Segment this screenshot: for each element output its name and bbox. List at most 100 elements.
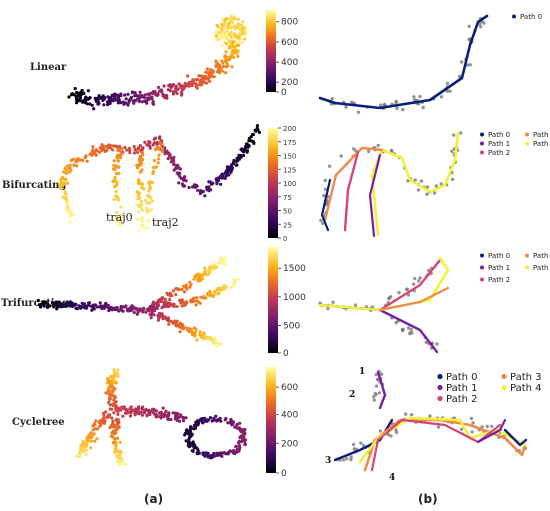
cell-point	[90, 103, 94, 107]
cell-point	[106, 303, 110, 307]
cell-point	[239, 153, 243, 158]
gray-point	[341, 458, 346, 462]
cell-point	[66, 203, 70, 207]
gray-point	[356, 110, 361, 114]
cell-point	[114, 144, 118, 149]
cell-point	[174, 166, 179, 170]
cell-point	[142, 95, 146, 99]
cell-point	[115, 424, 119, 428]
cell-point	[241, 432, 245, 436]
cell-point	[155, 413, 159, 417]
cell-point	[141, 310, 145, 314]
cell-point	[232, 24, 236, 28]
cell-point	[164, 409, 168, 413]
legend-label: Path 2	[446, 394, 478, 405]
gray-point	[435, 342, 439, 346]
gray-point	[344, 105, 348, 109]
cell-point	[63, 197, 67, 201]
cell-point	[155, 142, 159, 146]
cell-point	[150, 199, 154, 203]
cell-point	[180, 304, 184, 308]
gray-point	[359, 441, 363, 445]
gray-point	[459, 131, 463, 135]
cell-point	[199, 74, 203, 78]
gray-point	[411, 282, 416, 286]
legend-label: Path 0	[488, 131, 510, 139]
cell-point	[206, 337, 210, 341]
cell-point	[139, 200, 143, 204]
cell-point	[177, 82, 181, 86]
gray-point	[323, 178, 327, 183]
legend-marker	[525, 132, 529, 137]
cell-point	[93, 439, 97, 443]
cell-point	[96, 102, 100, 106]
cell-point	[225, 61, 229, 65]
cell-point	[115, 409, 119, 413]
cell-point	[114, 218, 118, 222]
cell-point	[202, 75, 206, 79]
cell-point	[146, 226, 150, 230]
cell-point	[194, 82, 198, 86]
cell-point	[179, 415, 183, 419]
cell-point	[215, 70, 219, 74]
cell-point	[110, 148, 115, 152]
cell-point	[91, 307, 95, 311]
cell-point	[229, 417, 233, 422]
cell-point	[106, 100, 110, 104]
cell-point	[106, 103, 110, 107]
colorbar-tick-label: 600	[281, 38, 298, 48]
cell-point	[236, 24, 240, 28]
cell-point	[100, 148, 104, 152]
gray-point	[485, 424, 489, 429]
gray-point	[323, 187, 328, 191]
cell-point	[222, 284, 226, 288]
cell-point	[174, 287, 178, 291]
gray-point	[452, 133, 456, 137]
scatter-linear	[67, 15, 248, 111]
gray-point	[432, 191, 437, 195]
cell-point	[165, 149, 169, 153]
cell-point	[98, 305, 102, 309]
branch-number-1: 1	[359, 367, 365, 377]
cell-point	[129, 307, 133, 311]
cell-point	[156, 157, 161, 161]
cell-point	[226, 171, 230, 175]
cell-point	[212, 451, 216, 456]
cell-point	[174, 324, 178, 328]
cell-point	[243, 438, 248, 442]
cell-point	[162, 84, 166, 88]
cell-point	[166, 157, 170, 161]
cell-point	[180, 93, 184, 97]
cell-point	[192, 326, 196, 330]
cell-point	[145, 206, 149, 210]
cell-point	[108, 146, 112, 150]
cell-point	[116, 449, 120, 453]
cell-point	[245, 142, 249, 146]
cell-point	[184, 300, 188, 304]
cell-point	[229, 30, 233, 34]
cell-point	[196, 279, 200, 283]
cell-point	[120, 151, 124, 155]
cell-point	[214, 414, 218, 418]
cell-point	[112, 197, 116, 202]
colorbar-tick-label: 400	[281, 58, 298, 68]
cell-point	[207, 185, 211, 189]
gray-point	[379, 372, 384, 376]
cell-point	[194, 303, 198, 307]
cell-point	[212, 454, 216, 458]
cell-point	[114, 215, 118, 219]
cell-point	[133, 147, 137, 152]
cell-point	[230, 51, 234, 55]
cell-point	[151, 101, 155, 105]
cell-point	[208, 416, 213, 420]
cell-point	[69, 304, 73, 308]
cell-point	[232, 55, 236, 60]
cell-point	[132, 145, 136, 149]
cell-point	[243, 443, 247, 447]
cell-point	[111, 423, 116, 427]
trajectory-cycletree	[333, 369, 528, 472]
gray-point	[372, 395, 376, 399]
cell-point	[111, 389, 115, 393]
gray-point	[401, 107, 405, 112]
cell-point	[126, 103, 130, 107]
